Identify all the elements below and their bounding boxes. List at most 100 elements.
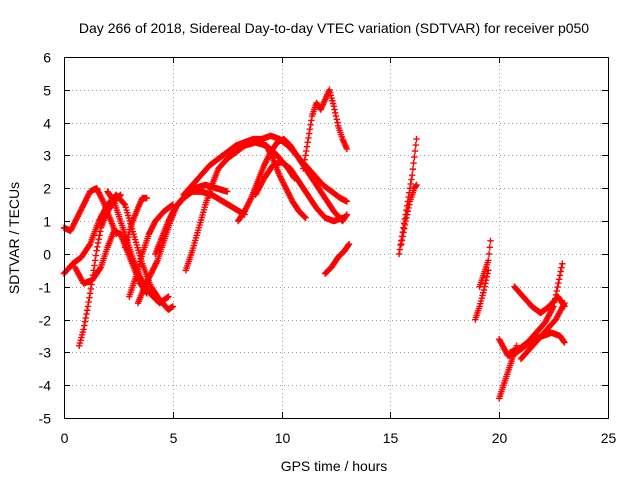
data-point xyxy=(92,252,100,259)
data-point xyxy=(561,299,568,307)
data-point xyxy=(117,191,124,199)
data-point xyxy=(403,211,411,218)
data-point xyxy=(485,257,492,264)
data-point xyxy=(413,135,420,143)
data-point xyxy=(404,208,412,215)
data-point xyxy=(94,239,102,247)
data-point xyxy=(485,250,493,258)
data-point xyxy=(86,294,93,301)
data-point xyxy=(224,188,231,195)
data-point xyxy=(83,310,90,318)
data-point xyxy=(300,161,308,168)
data-point xyxy=(402,217,409,225)
data-point xyxy=(398,240,405,248)
data-point xyxy=(87,285,95,293)
data-point xyxy=(559,260,566,267)
data-series-arc-12 xyxy=(234,135,351,225)
y-tick-label: -5 xyxy=(39,411,52,427)
grid xyxy=(64,57,608,418)
y-tick-labels: -5 -4 -3 -2 -1 0 1 2 3 4 5 6 xyxy=(39,50,52,427)
x-tick-label: 10 xyxy=(275,430,291,446)
data-point xyxy=(307,121,314,129)
y-tick-label: 4 xyxy=(43,116,51,132)
y-tick-label: 3 xyxy=(43,148,51,164)
data-series-arc-15 xyxy=(300,86,351,172)
x-tick-label: 20 xyxy=(492,430,508,446)
data-point xyxy=(305,134,312,142)
data-point xyxy=(403,214,410,222)
data-point xyxy=(550,303,557,310)
data-point xyxy=(305,130,313,137)
data-point xyxy=(308,117,315,124)
data-point xyxy=(487,237,494,244)
data-point xyxy=(120,200,128,207)
data-point xyxy=(96,232,103,239)
data-point xyxy=(561,339,568,346)
data-series-arc-17 xyxy=(395,135,420,258)
data-point xyxy=(413,181,420,189)
data-points xyxy=(60,86,568,402)
data-point xyxy=(399,233,406,240)
data-point xyxy=(86,290,94,297)
data-point xyxy=(558,264,565,271)
data-point xyxy=(342,212,350,219)
data-point xyxy=(97,228,104,235)
data-series-arc-9 xyxy=(152,188,248,258)
data-point xyxy=(555,276,563,283)
data-point xyxy=(343,145,351,153)
data-point xyxy=(84,303,92,310)
data-point xyxy=(82,314,89,322)
data-point xyxy=(80,326,87,333)
data-point xyxy=(84,307,91,314)
data-point xyxy=(143,194,150,202)
data-point xyxy=(110,197,117,204)
data-point xyxy=(412,182,419,190)
data-point xyxy=(95,235,103,243)
y-axis-label: SDTVAR / TECUs xyxy=(6,182,22,294)
data-point xyxy=(343,198,351,205)
data-series-arc-20 xyxy=(476,237,494,290)
data-point xyxy=(333,116,340,123)
data-point xyxy=(93,247,100,254)
data-point xyxy=(408,171,416,179)
y-tick-label: 6 xyxy=(43,50,51,66)
data-point xyxy=(86,242,93,249)
data-point xyxy=(85,298,92,306)
data-point xyxy=(395,250,403,258)
data-point xyxy=(165,293,172,300)
y-tick-label: -3 xyxy=(39,345,52,361)
data-point xyxy=(482,280,489,287)
data-point xyxy=(91,262,98,269)
data-series-arc-23 xyxy=(511,283,568,317)
plot-frame xyxy=(64,57,609,419)
data-point xyxy=(330,103,338,110)
data-point xyxy=(332,112,340,120)
data-point xyxy=(411,147,419,155)
data-point xyxy=(334,119,341,126)
data-point xyxy=(410,159,417,167)
data-point xyxy=(557,268,564,275)
data-point xyxy=(483,273,491,281)
y-tick-label: 5 xyxy=(43,83,51,99)
data-point xyxy=(345,240,353,248)
axis-ticks xyxy=(64,57,609,419)
data-point xyxy=(400,229,407,236)
data-point xyxy=(409,165,417,173)
data-series-arc-16 xyxy=(321,240,353,277)
data-point xyxy=(91,257,99,264)
x-tick-label: 15 xyxy=(383,430,399,446)
data-point xyxy=(81,318,89,325)
x-tick-label: 25 xyxy=(601,430,617,446)
data-point xyxy=(343,211,351,218)
data-series-arc-25 xyxy=(517,299,568,363)
data-point xyxy=(556,272,564,279)
data-point xyxy=(339,214,346,222)
data-point xyxy=(406,201,413,208)
y-tick-label: 0 xyxy=(43,247,51,263)
data-point xyxy=(302,152,309,159)
data-point xyxy=(300,165,307,172)
x-tick-label: 0 xyxy=(61,430,69,446)
data-series-arc-1 xyxy=(60,185,120,238)
data-point xyxy=(345,241,352,249)
